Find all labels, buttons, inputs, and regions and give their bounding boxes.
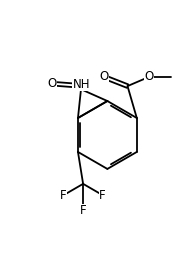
Text: F: F [80,204,86,217]
Text: F: F [60,189,67,202]
Text: O: O [48,77,57,90]
Text: O: O [145,70,154,83]
Text: O: O [99,70,108,83]
Text: NH: NH [73,78,90,91]
Text: F: F [99,189,106,202]
